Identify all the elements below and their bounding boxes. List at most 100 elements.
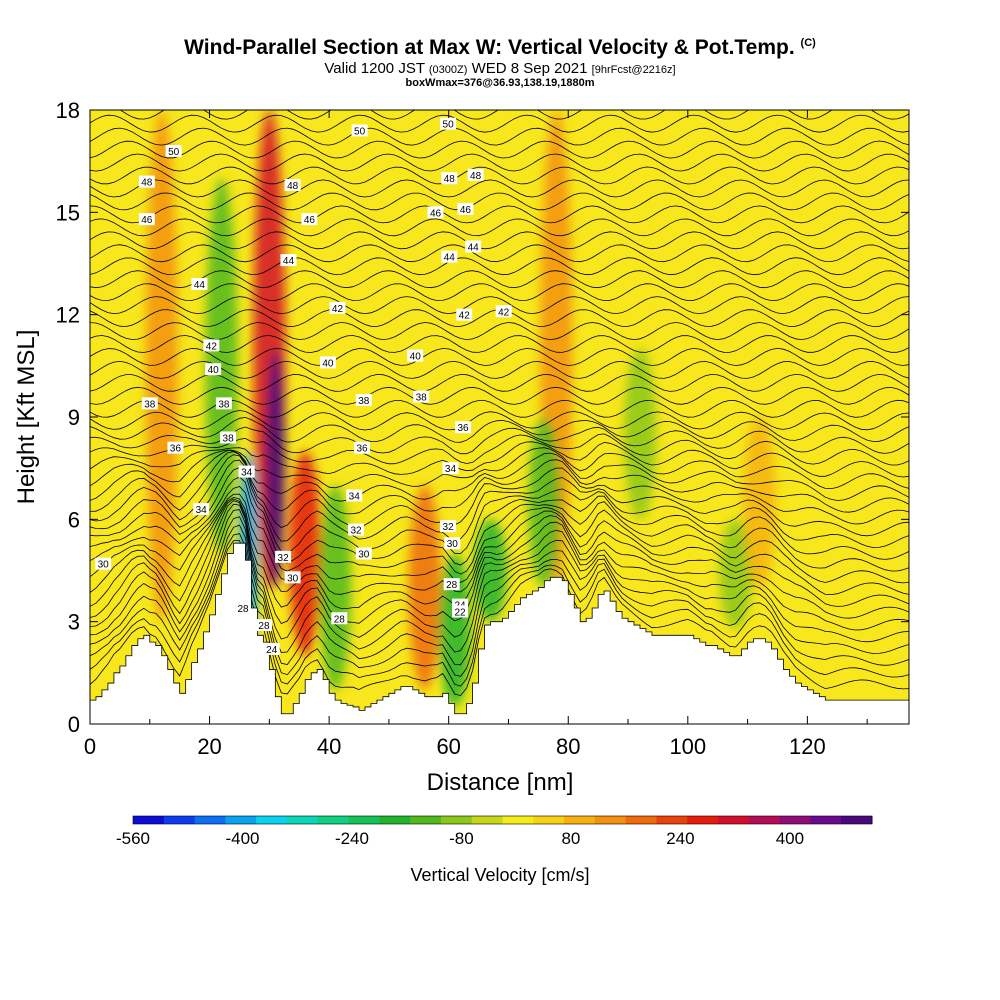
isentrope-label-text: 42 (459, 311, 471, 322)
isentrope-label-bg (442, 462, 459, 475)
isentrope-label-text: 36 (170, 444, 182, 455)
isentrope-label: 38 (215, 397, 232, 410)
x-axis: 0 20 40 60 80 100 120 (84, 110, 868, 759)
isentrope-label-text: 34 (349, 491, 361, 502)
isentrope-label-bg (452, 605, 469, 618)
isentrope-label-text: 42 (206, 341, 218, 352)
isentrope-label-text: 38 (358, 396, 370, 407)
isentrope-line (90, 153, 909, 172)
isentrope-label-text: 46 (430, 208, 442, 219)
forecast-info: [9hrFcst@2216z] (591, 64, 676, 76)
isentrope-label-bg (167, 441, 184, 454)
isentrope-label-text: 44 (468, 242, 480, 253)
velocity-plume (319, 485, 352, 690)
isentrope-line (90, 441, 909, 478)
chart-title-text: Wind-Parallel Section at Max W: Vertical… (184, 36, 795, 59)
isentrope-line (90, 322, 909, 341)
isentrope-label-bg (284, 571, 301, 584)
isentrope-label: 38 (220, 431, 237, 444)
isentrope-label: 34 (442, 462, 459, 475)
isentrope-label-bg (495, 305, 512, 318)
isentrope-label-text: 24 (266, 645, 278, 656)
y-axis-label: Height [Kft MSL] (13, 330, 40, 505)
isentrope-label-bg (193, 503, 210, 516)
isentrope-label: 44 (191, 277, 208, 291)
copyright-mark: (C) (800, 37, 816, 49)
colorbar-tick-label: 80 (561, 829, 580, 848)
colorbar-swatch (317, 816, 350, 824)
isentrope-line (90, 335, 909, 353)
colorbar-swatch (564, 816, 596, 824)
isentrope-label-bg (280, 254, 297, 267)
isentrope-label-bg (138, 175, 155, 188)
isentrope-label-text: 40 (322, 358, 334, 369)
isentrope-line (90, 192, 909, 211)
isentrope-label-bg (354, 441, 371, 454)
isentrope-label: 46 (301, 213, 318, 226)
isentrope-line (90, 503, 909, 640)
isentrope-label: 44 (441, 250, 458, 264)
colorbar-swatch (348, 816, 380, 824)
isentrope-line (90, 166, 909, 185)
isentrope-label: 38 (141, 397, 158, 410)
isentrope-label-bg (441, 250, 458, 263)
colorbar-swatch (410, 816, 442, 824)
isentrope-label-text: 38 (218, 399, 230, 410)
isentrope-label: 30 (444, 537, 461, 550)
isentrope-line (90, 416, 909, 443)
isentrope-label-bg (165, 144, 182, 157)
colorbar-label: Vertical Velocity [cm/s] (410, 865, 589, 885)
isentrope-line (90, 454, 909, 528)
isentrope-line (90, 493, 909, 584)
isentrope-label-bg (205, 363, 222, 376)
isentrope-line (90, 218, 909, 237)
isentrope-label: 32 (348, 523, 365, 537)
chart-title: Wind-Parallel Section at Max W: Vertical… (0, 36, 1000, 60)
colorbar-swatch (656, 816, 688, 824)
y-tick-label: 6 (68, 507, 80, 532)
isentrope-line (90, 179, 909, 198)
isentrope-label-text: 28 (258, 621, 270, 632)
isentrope-label-bg (440, 117, 457, 130)
colorbar-swatch (256, 816, 288, 824)
isentrope-label-bg (238, 465, 255, 478)
isentrope-label: 44 (280, 254, 297, 267)
isentrope-label-bg (301, 213, 318, 226)
isentrope-label: 48 (467, 168, 484, 182)
isentrope-line (90, 500, 909, 624)
isentrope-label: 42 (495, 305, 512, 318)
valid-date: WED 8 Sep 2021 (471, 60, 588, 77)
isentrope-line (90, 524, 909, 677)
isentrope-line (90, 140, 909, 159)
isentrope-label-text: 48 (141, 178, 153, 189)
isentrope-label-bg (203, 339, 220, 352)
colorbar (132, 815, 873, 825)
isentrope-label-text: 36 (356, 444, 368, 455)
isentrope-label-bg (331, 612, 348, 625)
colorbar-swatch (225, 816, 257, 824)
isentrope-label: 30 (355, 547, 372, 560)
isentrope-label: 34 (238, 465, 255, 479)
x-tick-label: 80 (556, 734, 580, 759)
isentrope-label: 40 (407, 349, 424, 363)
isentrope-label-text: 44 (194, 280, 206, 291)
colorbar-tick-label: 240 (666, 829, 694, 848)
isentrope-line (90, 486, 909, 575)
velocity-plume (743, 417, 776, 588)
isentrope-label-bg (456, 308, 473, 321)
isentrope-label-text: 38 (223, 433, 235, 444)
colorbar-swatch (379, 816, 411, 824)
isentrope-label-bg (351, 124, 368, 137)
isentrope-label-text: 42 (332, 304, 344, 315)
isentrope-label-text: 42 (498, 307, 510, 318)
isentrope-label-bg (355, 547, 372, 560)
isentrope-line (90, 540, 909, 697)
isentrope-labels: 50 48 46 44 42 40 38 38 38 36 34 34 30 28 28 24 32 30 48 46… (95, 117, 512, 656)
isentrope-label-bg (346, 489, 363, 502)
isentrope-line (90, 257, 909, 276)
isentrope-label-bg (220, 431, 237, 444)
colorbar-tick-label: -400 (225, 829, 259, 848)
isentrope-label-bg (413, 390, 430, 403)
isentrope-line (90, 476, 909, 566)
